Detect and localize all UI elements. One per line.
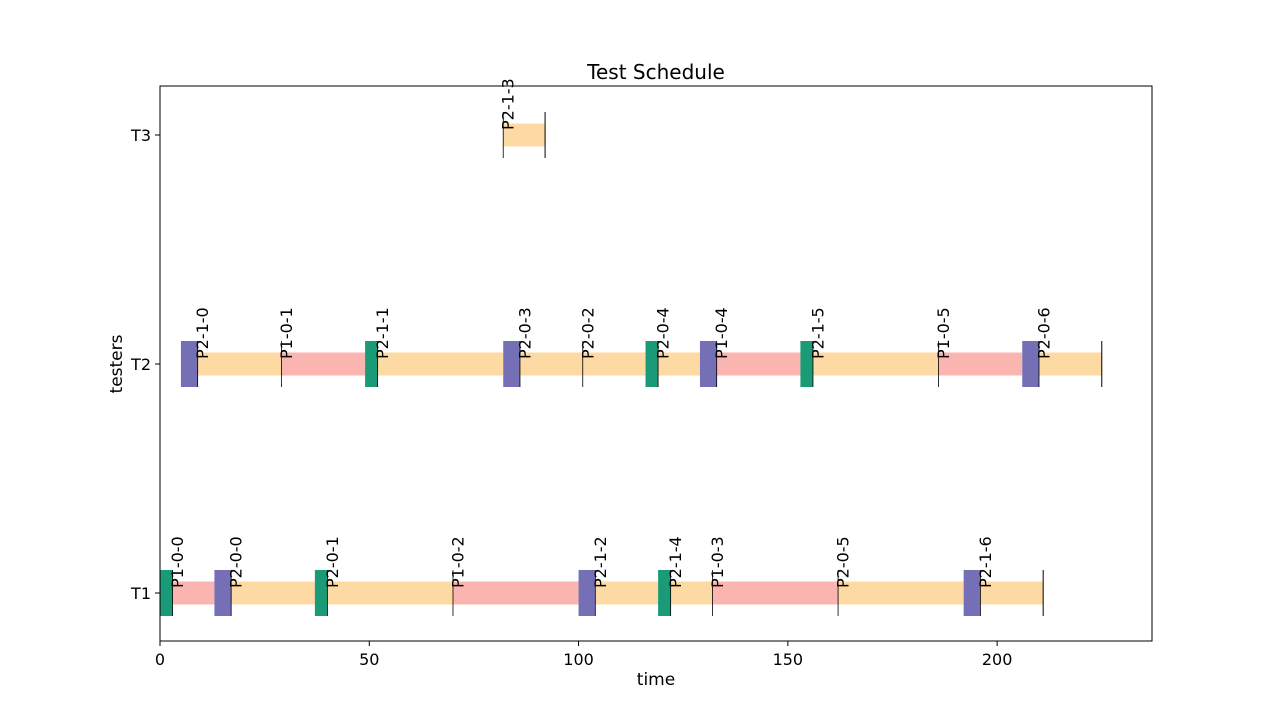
task-bar-p2-0-2 <box>582 352 646 376</box>
task-label-p2-0-6: P2-0-6 <box>1034 307 1053 359</box>
task-bar-p2-0-0 <box>231 581 315 605</box>
x-tick-label-200: 200 <box>982 650 1013 669</box>
task-bar-p1-0-3 <box>712 581 839 605</box>
task-label-p1-0-5: P1-0-5 <box>934 307 953 359</box>
task-bar-p2-1-6 <box>980 581 1044 605</box>
markers-layer <box>160 341 1039 616</box>
task-label-p1-0-2: P1-0-2 <box>448 536 467 588</box>
x-ticks: 0 50 100 150 200 <box>155 641 1012 669</box>
chart-title: Test Schedule <box>586 60 725 84</box>
task-label-p2-0-3: P2-0-3 <box>515 307 534 359</box>
task-bar-p2-1-1 <box>377 352 504 376</box>
task-bar-p2-0-6 <box>1038 352 1102 376</box>
x-tick-label-150: 150 <box>773 650 804 669</box>
task-labels-layer: P1-0-0 P2-0-0 P2-0-1 P1-0-2 P2-1-2 P2-1-4 P1-0… <box>168 78 1053 588</box>
setup-marker-t2-12 <box>1022 341 1039 387</box>
setup-marker-t1-2 <box>314 570 328 616</box>
task-label-p1-0-1: P1-0-1 <box>277 307 296 359</box>
setup-marker-t1-0 <box>160 570 173 616</box>
task-label-p1-0-4: P1-0-4 <box>712 307 731 359</box>
y-ticks: T1 T2 T3 <box>130 126 160 603</box>
task-bar-p2-0-4 <box>658 352 700 376</box>
task-bar-p2-1-2 <box>595 581 659 605</box>
bars-layer <box>172 123 1102 605</box>
setup-marker-t2-6 <box>180 341 198 387</box>
task-bar-p2-0-3 <box>519 352 583 376</box>
task-label-p2-1-1: P2-1-1 <box>373 307 392 359</box>
y-tick-label-t2: T2 <box>130 355 151 374</box>
task-label-p2-0-4: P2-0-4 <box>654 307 673 359</box>
x-tick-label-50: 50 <box>359 650 379 669</box>
x-tick-label-0: 0 <box>155 650 165 669</box>
task-bar-p1-0-2 <box>452 581 579 605</box>
task-bar-p2-1-0 <box>197 352 282 376</box>
task-label-p2-1-4: P2-1-4 <box>666 536 685 588</box>
task-bar-p2-0-1 <box>327 581 453 605</box>
y-tick-label-t1: T1 <box>130 584 151 603</box>
setup-marker-t2-11 <box>800 341 813 387</box>
task-label-p2-0-1: P2-0-1 <box>323 536 342 588</box>
setup-marker-t1-1 <box>214 570 232 616</box>
x-tick-label-100: 100 <box>563 650 594 669</box>
task-bar-p1-0-4 <box>716 352 801 376</box>
task-label-p2-1-3: P2-1-3 <box>499 78 518 130</box>
task-label-p2-1-5: P2-1-5 <box>808 307 827 359</box>
setup-marker-t2-9 <box>645 341 659 387</box>
task-label-p2-1-0: P2-1-0 <box>193 307 212 359</box>
setup-marker-t1-5 <box>963 570 981 616</box>
task-bar-p1-0-5 <box>938 352 1023 376</box>
task-bar-p2-1-3 <box>503 123 546 147</box>
task-bar-p1-0-0 <box>172 581 215 605</box>
setup-marker-t1-4 <box>658 570 671 616</box>
y-tick-label-t3: T3 <box>130 126 151 145</box>
setup-marker-t2-7 <box>365 341 378 387</box>
end-lines-layer <box>172 112 1103 616</box>
task-bar-p2-1-4 <box>670 581 713 605</box>
task-label-p2-1-6: P2-1-6 <box>976 536 995 588</box>
x-axis-label: time <box>637 670 675 690</box>
task-label-p2-0-2: P2-0-2 <box>578 307 597 359</box>
setup-marker-t2-10 <box>699 341 717 387</box>
task-label-p2-0-0: P2-0-0 <box>227 536 246 588</box>
task-bar-p2-1-5 <box>812 352 939 376</box>
task-label-p1-0-0: P1-0-0 <box>168 536 187 588</box>
setup-marker-t1-3 <box>578 570 596 616</box>
task-label-p2-1-2: P2-1-2 <box>591 536 610 588</box>
setup-marker-t2-8 <box>503 341 520 387</box>
task-bar-p2-0-5 <box>838 581 964 605</box>
task-label-p1-0-3: P1-0-3 <box>708 536 727 588</box>
task-bar-p1-0-1 <box>281 352 366 376</box>
y-axis-label: testers <box>107 334 127 393</box>
task-label-p2-0-5: P2-0-5 <box>834 536 853 588</box>
